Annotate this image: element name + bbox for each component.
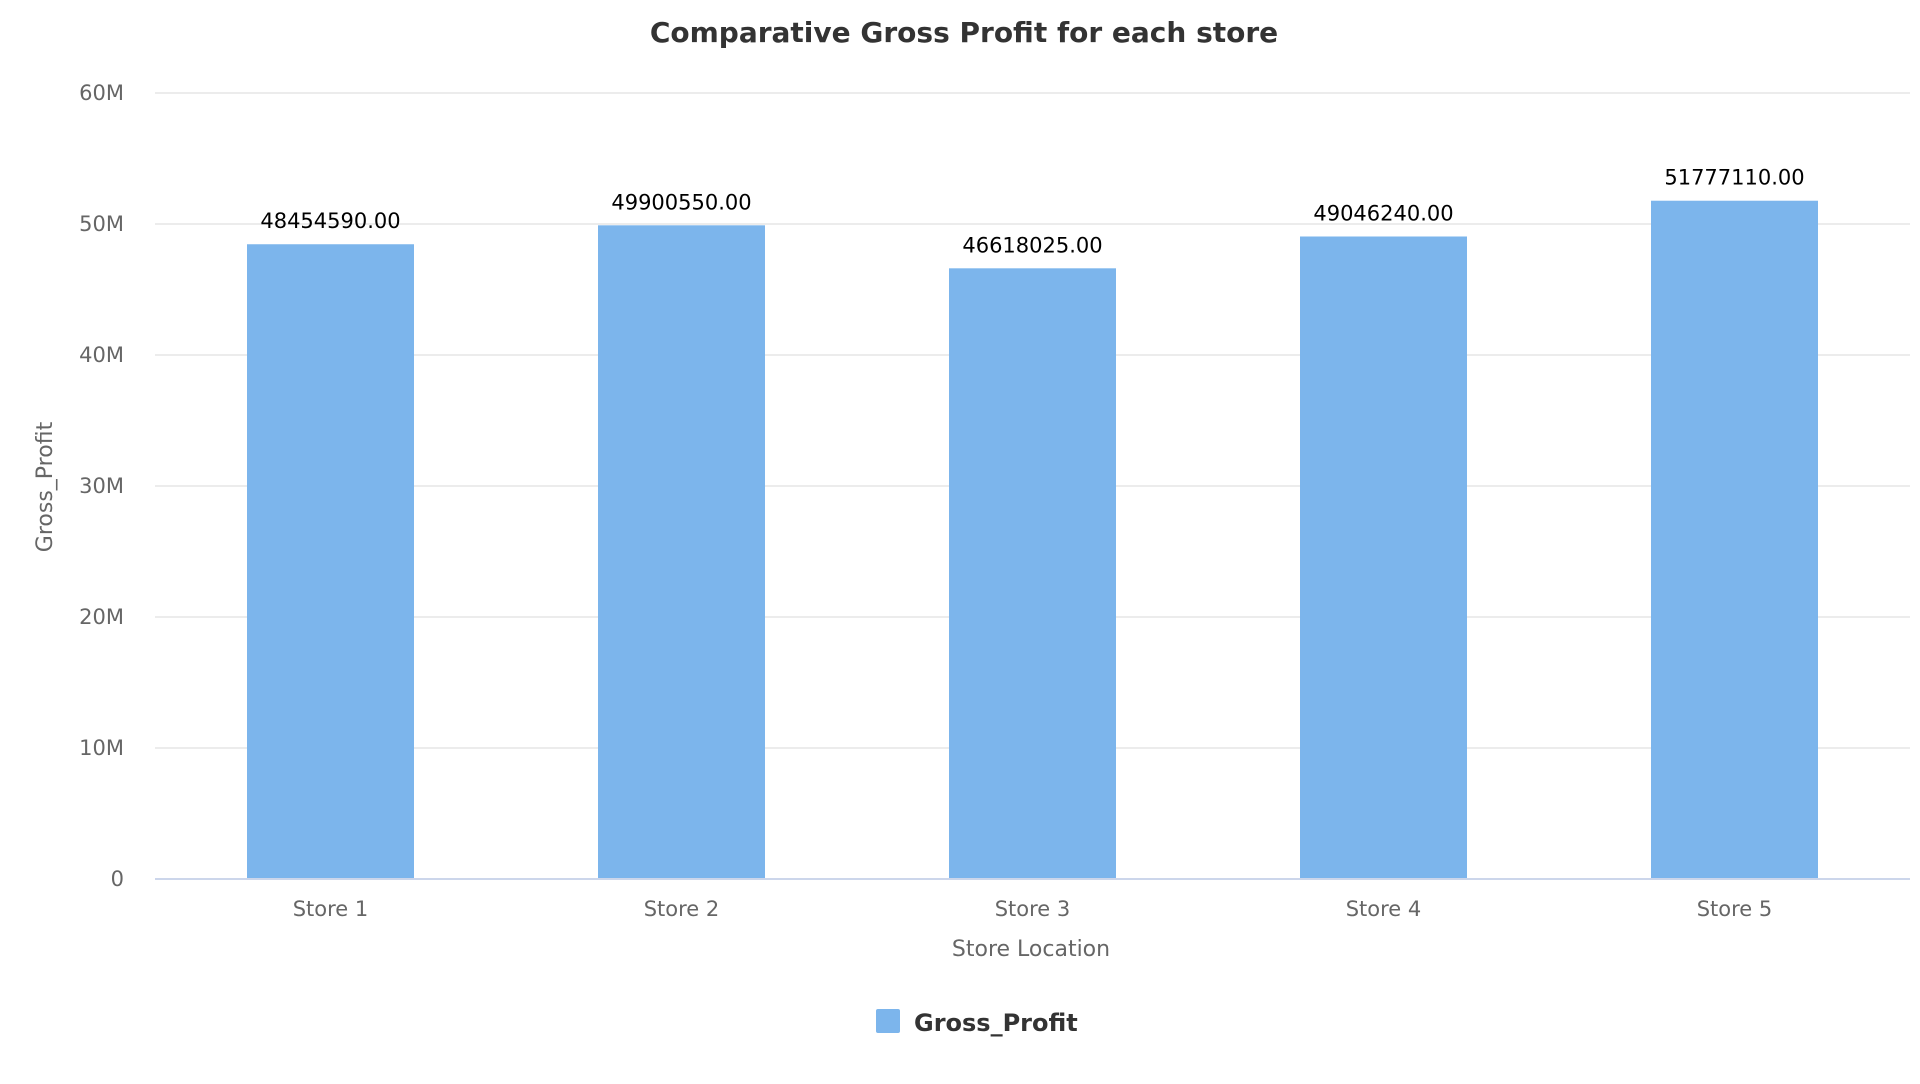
data-label: 46618025.00 xyxy=(962,233,1102,257)
data-label: 48454590.00 xyxy=(260,209,400,233)
x-tick-label: Store 4 xyxy=(1346,897,1422,921)
data-labels: 48454590.00 49900550.00 46618025.00 4904624… xyxy=(260,166,1804,258)
y-tick-label: 30M xyxy=(79,474,124,498)
y-tick-label: 0 xyxy=(111,867,124,891)
x-tick-label: Store 3 xyxy=(995,897,1071,921)
y-tick-label: 50M xyxy=(79,212,124,236)
data-label: 51777110.00 xyxy=(1664,166,1804,190)
x-tick-label: Store 5 xyxy=(1697,897,1773,921)
x-tick-label: Store 1 xyxy=(293,897,369,921)
y-tick-label: 60M xyxy=(79,81,124,105)
y-axis-title: Gross_Profit xyxy=(33,421,58,552)
data-label: 49900550.00 xyxy=(611,190,751,214)
bar-store-5[interactable] xyxy=(1651,200,1818,880)
x-tick-label: Store 2 xyxy=(644,897,720,921)
bars[interactable] xyxy=(247,200,1818,880)
y-axis-ticks: 0 10M 20M 30M 40M 50M 60M xyxy=(79,81,124,891)
y-tick-label: 20M xyxy=(79,605,124,629)
bar-store-3[interactable] xyxy=(949,268,1116,880)
y-tick-label: 40M xyxy=(79,343,124,367)
bar-store-2[interactable] xyxy=(598,225,765,879)
legend-label-gross-profit[interactable]: Gross_Profit xyxy=(914,1009,1078,1037)
chart-title: Comparative Gross Profit for each store xyxy=(650,16,1278,49)
bar-store-4[interactable] xyxy=(1300,236,1467,879)
data-label: 49046240.00 xyxy=(1313,201,1453,225)
bar-store-1[interactable] xyxy=(247,244,414,879)
legend[interactable]: Gross_Profit xyxy=(876,1009,1078,1037)
x-axis-ticks: Store 1 Store 2 Store 3 Store 4 Store 5 xyxy=(293,897,1773,921)
x-axis-title: Store Location xyxy=(952,937,1110,962)
y-tick-label: 10M xyxy=(79,736,124,760)
legend-swatch-gross-profit[interactable] xyxy=(876,1009,900,1033)
